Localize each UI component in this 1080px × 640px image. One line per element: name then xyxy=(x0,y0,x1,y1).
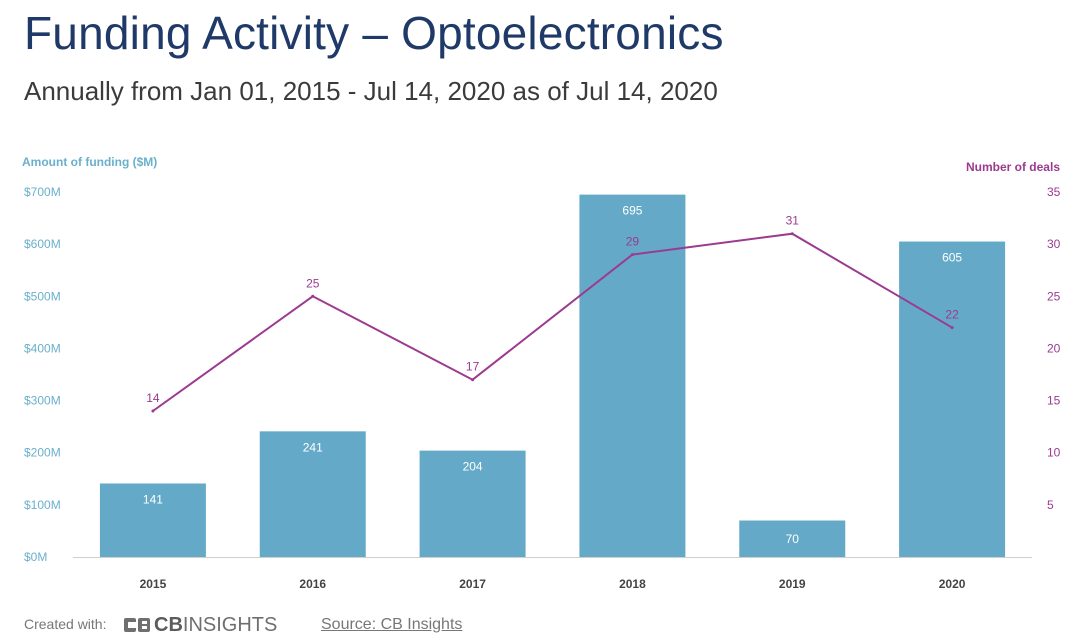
deals-point xyxy=(311,294,315,298)
deals-value-label: 17 xyxy=(466,360,480,374)
logo-text-bold: CB xyxy=(154,613,183,636)
x-tick-label: 2017 xyxy=(459,577,486,591)
bar-value-label: 605 xyxy=(942,251,962,265)
cb-insights-logo: CB INSIGHTS xyxy=(124,614,277,636)
deals-value-label: 29 xyxy=(626,235,640,249)
chart-title: Funding Activity – Optoelectronics xyxy=(24,7,724,59)
deals-value-label: 22 xyxy=(945,308,959,322)
right-tick-label: 30 xyxy=(1047,237,1061,251)
deals-point xyxy=(950,326,954,330)
deals-line xyxy=(152,232,953,412)
bar-value-label: 204 xyxy=(463,460,483,474)
left-axis-title: Amount of funding ($M) xyxy=(22,155,158,169)
x-tick-label: 2020 xyxy=(939,577,966,591)
left-tick-label: $700M xyxy=(24,185,61,199)
bar xyxy=(739,520,846,557)
left-tick-label: $600M xyxy=(24,237,61,251)
bar xyxy=(419,450,526,557)
left-tick-label: $100M xyxy=(24,498,61,512)
deals-point xyxy=(790,232,794,236)
x-tick-label: 2015 xyxy=(140,577,167,591)
deals-value-label: 31 xyxy=(786,214,800,228)
left-tick-label: $500M xyxy=(24,289,61,303)
bar xyxy=(899,241,1006,558)
deals-point xyxy=(151,409,155,413)
chart-subtitle: Annually from Jan 01, 2015 - Jul 14, 202… xyxy=(24,76,718,106)
left-tick-label: $200M xyxy=(24,446,61,460)
deals-value-label: 25 xyxy=(306,276,320,290)
x-tick-label: 2018 xyxy=(619,577,646,591)
deals-value-label: 14 xyxy=(146,391,160,405)
left-tick-label: $400M xyxy=(24,341,61,355)
x-tick-label: 2016 xyxy=(299,577,326,591)
bar xyxy=(259,431,366,557)
logo-text: INSIGHTS xyxy=(182,613,278,636)
created-with-label: Created with: xyxy=(24,616,107,632)
source-link[interactable]: Source: CB Insights xyxy=(321,616,463,633)
right-tick-label: 5 xyxy=(1047,498,1054,512)
right-axis-title: Number of deals xyxy=(965,160,1060,174)
bar xyxy=(99,483,206,557)
bar-value-label: 241 xyxy=(303,440,323,454)
cb-logo-icon xyxy=(124,616,152,634)
left-tick-label: $0M xyxy=(24,550,47,564)
right-tick-label: 35 xyxy=(1047,185,1061,199)
right-tick-label: 20 xyxy=(1047,341,1061,355)
right-tick-label: 15 xyxy=(1047,394,1061,408)
left-tick-label: $300M xyxy=(24,394,61,408)
right-tick-label: 25 xyxy=(1047,289,1061,303)
bar-value-label: 141 xyxy=(143,492,163,506)
deals-point xyxy=(471,378,475,382)
deals-point xyxy=(630,253,634,257)
right-tick-label: 10 xyxy=(1047,446,1061,460)
bar-value-label: 70 xyxy=(786,532,800,546)
x-tick-label: 2019 xyxy=(779,577,806,591)
bar-value-label: 695 xyxy=(622,204,642,218)
